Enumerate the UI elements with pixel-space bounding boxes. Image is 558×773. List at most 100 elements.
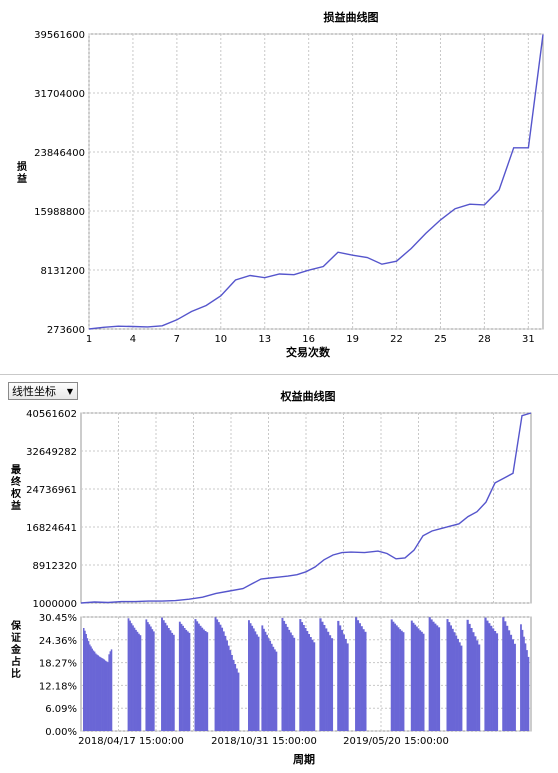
margin-bar bbox=[102, 658, 104, 731]
scale-select[interactable]: 线性坐标 ▼ bbox=[8, 382, 78, 400]
y-tick-label: 24.36% bbox=[39, 636, 77, 647]
margin-bar bbox=[502, 617, 505, 731]
margin-bar bbox=[252, 628, 255, 731]
margin-bar bbox=[506, 625, 509, 731]
margin-bar bbox=[521, 629, 524, 731]
margin-bar bbox=[455, 635, 458, 731]
margin-bar bbox=[458, 642, 461, 731]
panel-separator bbox=[0, 366, 558, 374]
margin-bar bbox=[132, 625, 134, 731]
margin-bar bbox=[103, 659, 106, 731]
margin-bar bbox=[432, 621, 435, 731]
margin-bar bbox=[328, 635, 332, 731]
margin-bar bbox=[417, 628, 420, 731]
margin-bar bbox=[224, 635, 227, 731]
margin-bar bbox=[185, 629, 188, 731]
y-tick-label: 15988800 bbox=[34, 207, 85, 218]
y-tick-label: 1000000 bbox=[32, 599, 77, 610]
x-tick-label: 2019/05/20 15:00:00 bbox=[343, 736, 449, 747]
margin-bar bbox=[437, 627, 441, 731]
margin-bar bbox=[180, 623, 183, 731]
margin-bar bbox=[202, 629, 205, 731]
margin-bar bbox=[289, 632, 292, 731]
margin-bar bbox=[449, 625, 452, 731]
margin-bar bbox=[221, 627, 224, 731]
margin-bar bbox=[130, 623, 133, 731]
margin-bar bbox=[95, 653, 97, 731]
y-axis-label: 证 bbox=[11, 632, 21, 644]
margin-bar bbox=[232, 659, 235, 731]
margin-bar bbox=[466, 619, 469, 731]
margin-bar bbox=[451, 628, 454, 731]
margin-bar bbox=[206, 632, 209, 731]
margin-bar bbox=[178, 621, 181, 731]
margin-bar bbox=[355, 617, 358, 731]
margin-bar bbox=[492, 628, 495, 731]
equity-chart: 权益曲线图 1000000 8912320 16824641 24736961 32649… bbox=[10, 389, 532, 766]
margin-bar bbox=[319, 618, 322, 731]
margin-bar bbox=[108, 654, 110, 731]
margin-bar bbox=[109, 651, 112, 731]
margin-bar bbox=[227, 645, 230, 731]
y-tick-label: 39561600 bbox=[34, 30, 85, 41]
margin-bar bbox=[456, 638, 459, 731]
margin-bar bbox=[446, 619, 449, 731]
margin-bar bbox=[91, 648, 93, 731]
margin-bar bbox=[194, 619, 197, 731]
pnl-series-line bbox=[88, 34, 544, 330]
margin-bar bbox=[400, 630, 403, 731]
margin-bar bbox=[234, 664, 237, 731]
margin-bar bbox=[453, 632, 456, 731]
margin-bar bbox=[283, 620, 286, 731]
y-tick-label: 273600 bbox=[47, 325, 85, 336]
margin-bar bbox=[166, 625, 169, 731]
margin-bar bbox=[495, 633, 499, 731]
margin-bar bbox=[216, 619, 219, 731]
margin-bar bbox=[434, 623, 437, 731]
x-tick-label: 28 bbox=[478, 334, 491, 345]
margin-bar bbox=[309, 637, 312, 731]
margin-bar bbox=[488, 623, 491, 731]
margin-bar bbox=[90, 646, 92, 731]
x-axis-label: 交易次数 bbox=[286, 345, 331, 359]
margin-bar bbox=[249, 623, 252, 731]
x-tick-label: 2018/04/17 15:00:00 bbox=[78, 736, 184, 747]
x-tick-label: 19 bbox=[346, 334, 359, 345]
margin-bar bbox=[460, 645, 463, 731]
margin-bar bbox=[325, 628, 328, 731]
margin-bar bbox=[288, 629, 291, 731]
margin-bar bbox=[107, 662, 109, 731]
margin-bar bbox=[251, 625, 254, 731]
margin-bar bbox=[235, 668, 238, 731]
equity-series-line bbox=[80, 412, 532, 604]
margin-bar bbox=[96, 654, 98, 731]
margin-bar bbox=[410, 620, 413, 731]
margin-bar bbox=[420, 631, 423, 731]
margin-bar bbox=[136, 631, 139, 731]
margin-bar bbox=[321, 621, 324, 731]
x-tick-label: 22 bbox=[390, 334, 403, 345]
margin-bar bbox=[204, 631, 207, 731]
margin-bar bbox=[171, 632, 174, 731]
margin-bar bbox=[255, 634, 258, 731]
margin-bar bbox=[104, 660, 107, 731]
margin-bar bbox=[327, 631, 330, 731]
margin-bar bbox=[293, 637, 296, 731]
margin-bar bbox=[199, 625, 202, 731]
y-tick-label: 23846400 bbox=[34, 148, 85, 159]
x-tick-label: 1 bbox=[86, 334, 92, 345]
margin-bar bbox=[436, 625, 439, 731]
margin-bar bbox=[129, 620, 131, 731]
margin-bar bbox=[275, 651, 278, 731]
margin-bar bbox=[360, 626, 363, 731]
margin-bar bbox=[511, 639, 515, 731]
margin-bar bbox=[513, 643, 516, 731]
margin-bar bbox=[520, 624, 522, 731]
margin-bar bbox=[430, 619, 433, 731]
y-tick-label: 30.45% bbox=[39, 613, 77, 624]
y-tick-label: 31704000 bbox=[34, 89, 85, 100]
margin-bar bbox=[267, 638, 270, 731]
margin-bar bbox=[269, 640, 272, 731]
x-tick-label: 13 bbox=[258, 334, 271, 345]
margin-bar bbox=[523, 636, 525, 731]
